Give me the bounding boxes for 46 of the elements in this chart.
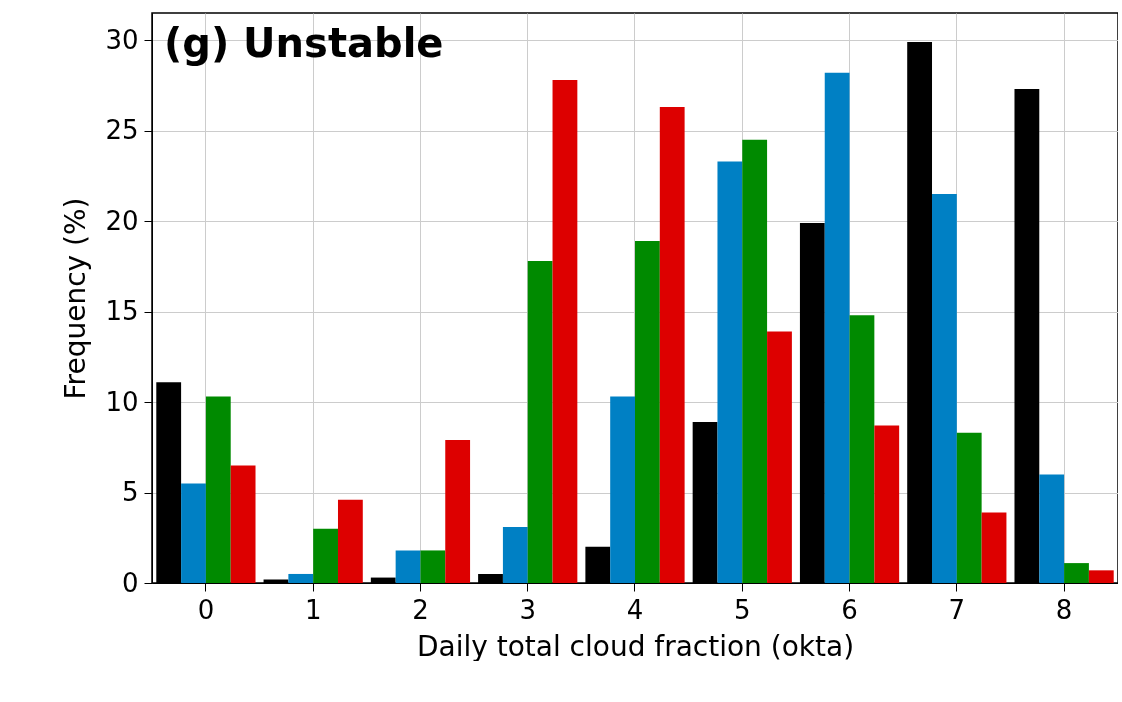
bar bbox=[1039, 474, 1065, 583]
y-tick-label: 10 bbox=[105, 386, 139, 417]
bar bbox=[205, 396, 231, 583]
bar bbox=[932, 193, 957, 583]
bar bbox=[824, 72, 850, 583]
x-tick-label: 5 bbox=[734, 594, 751, 625]
y-tick-label: 25 bbox=[105, 115, 139, 146]
y-tick-label: 20 bbox=[105, 205, 139, 236]
bar bbox=[1064, 563, 1089, 583]
bar bbox=[981, 512, 1007, 583]
y-tick-label: 15 bbox=[105, 296, 139, 327]
bar bbox=[659, 107, 685, 583]
bar bbox=[420, 550, 446, 583]
bar bbox=[610, 396, 635, 583]
bar bbox=[767, 331, 792, 583]
bar bbox=[230, 465, 256, 583]
bar bbox=[717, 161, 743, 583]
bar bbox=[874, 425, 900, 583]
x-tick-label: 0 bbox=[197, 594, 215, 625]
bar bbox=[552, 79, 578, 583]
bar bbox=[849, 315, 875, 583]
bar bbox=[313, 528, 338, 583]
y-tick-label: 5 bbox=[121, 477, 139, 508]
x-tick-label: 4 bbox=[626, 594, 644, 625]
bar bbox=[742, 139, 768, 583]
x-tick-label: 3 bbox=[519, 594, 536, 625]
x-axis-title: Daily total cloud fraction (okta) bbox=[416, 629, 855, 663]
bar bbox=[956, 432, 982, 583]
bar bbox=[445, 440, 471, 583]
bar bbox=[635, 241, 660, 583]
bar bbox=[181, 483, 206, 583]
x-tick-label: 6 bbox=[841, 594, 858, 625]
x-tick-label: 2 bbox=[412, 594, 429, 625]
x-tick-label: 7 bbox=[948, 594, 966, 625]
bar bbox=[527, 260, 553, 583]
y-axis-title: Frequency (%) bbox=[59, 197, 93, 400]
bar bbox=[1088, 570, 1114, 583]
bar bbox=[337, 499, 363, 583]
x-tick-label: 8 bbox=[1055, 594, 1073, 625]
chart-title: (g) Unstable bbox=[164, 20, 444, 66]
bar bbox=[288, 573, 314, 583]
bar bbox=[502, 526, 528, 583]
y-tick-label: 0 bbox=[121, 567, 139, 598]
x-tick-label: 1 bbox=[304, 594, 322, 625]
bar bbox=[395, 550, 421, 583]
y-tick-label: 30 bbox=[105, 24, 139, 55]
